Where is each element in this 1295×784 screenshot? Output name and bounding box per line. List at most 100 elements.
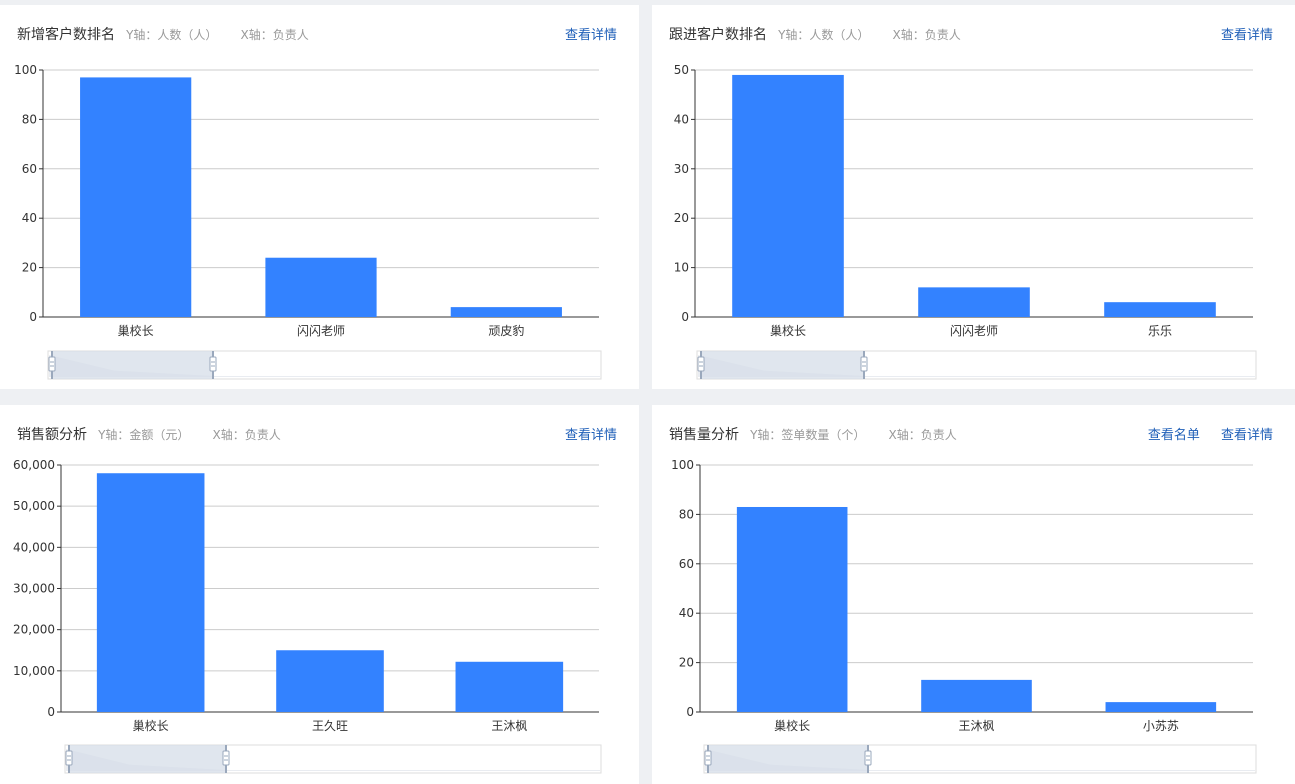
zoom-selected-range	[52, 351, 213, 379]
x-tick-label: 乐乐	[1148, 324, 1172, 338]
y-tick-label: 20	[679, 656, 694, 670]
y-tick-label: 0	[686, 705, 694, 719]
y-tick-label: 0	[29, 310, 37, 324]
zoom-handle-left[interactable]	[697, 351, 705, 379]
zoom-slider[interactable]	[703, 744, 1257, 774]
x-tick-label: 闪闪老师	[950, 324, 998, 338]
panel-header: 销售额分析 Y轴：金额（元） X轴：负责人	[17, 424, 281, 444]
zoom-handle-grip	[697, 356, 705, 372]
zoom-handle-left[interactable]	[65, 745, 73, 773]
y-tick-label: 10,000	[13, 664, 55, 678]
zoom-handle-right[interactable]	[864, 745, 872, 773]
zoom-handle-grip	[65, 750, 73, 766]
y-tick-label: 60,000	[13, 458, 55, 472]
x-tick-label: 巢校长	[770, 323, 806, 338]
y-axis-note: Y轴：人数（人）	[126, 28, 218, 42]
x-tick-label: 顽皮豹	[488, 323, 524, 338]
x-axis-note: X轴：负责人	[892, 28, 961, 42]
zoom-slider[interactable]	[64, 744, 602, 774]
y-tick-label: 20,000	[13, 623, 55, 637]
y-tick-label: 100	[671, 458, 694, 472]
panel-header: 跟进客户数排名 Y轴：人数（人） X轴：负责人	[669, 24, 961, 44]
zoom-handle-left[interactable]	[48, 351, 56, 379]
x-tick-label: 巢校长	[133, 718, 169, 733]
bar-chart: 0 10 20 30 40 50 巢校长 闪闪老师 乐乐	[674, 63, 1257, 380]
bar	[80, 77, 192, 317]
zoom-handle-right[interactable]	[222, 745, 230, 773]
panel-title: 销售额分析	[17, 427, 87, 443]
x-tick-label: 巢校长	[118, 323, 154, 338]
panel-title: 跟进客户数排名	[669, 27, 767, 43]
view-details-link[interactable]: 查看详情	[1220, 428, 1273, 443]
bar	[450, 307, 562, 317]
x-axis-note: X轴：负责人	[888, 428, 957, 442]
y-axis-note: Y轴：人数（人）	[778, 28, 870, 42]
x-tick-label: 王沐枫	[958, 718, 994, 733]
panel-actions: 查看详情	[549, 24, 617, 43]
chart-panel-sales-amount: 销售额分析 Y轴：金额（元） X轴：负责人 查看详情 0 10,000 20,000…	[0, 405, 639, 784]
chart-panel-sales-volume: 销售量分析 Y轴：签单数量（个） X轴：负责人 查看名单 查看详情 0 20 40 6…	[652, 405, 1295, 784]
y-tick-label: 30,000	[13, 582, 55, 596]
zoom-handle-left[interactable]	[704, 745, 712, 773]
view-details-link[interactable]: 查看详情	[564, 28, 617, 43]
bar-chart: 0 20 40 60 80 100 巢校长 王沐枫 小苏苏	[671, 458, 1257, 774]
bar	[276, 650, 384, 712]
y-axis-note: Y轴：金额（元）	[98, 428, 190, 442]
bar	[265, 257, 377, 317]
chart-panel-new-customers: 新增客户数排名 Y轴：人数（人） X轴：负责人 查看详情 0 20 40 60 80 10…	[0, 5, 639, 389]
bar	[96, 473, 205, 712]
zoom-handle-grip	[704, 750, 712, 766]
chart-panel-followed-customers: 跟进客户数排名 Y轴：人数（人） X轴：负责人 查看详情 0 10 20 30 40 50…	[652, 5, 1295, 389]
y-tick-label: 10	[674, 261, 689, 275]
y-tick-label: 80	[22, 112, 37, 126]
y-tick-label: 0	[681, 310, 689, 324]
x-tick-label: 闪闪老师	[297, 324, 345, 338]
y-tick-label: 20	[22, 261, 37, 275]
zoom-handle-grip	[860, 356, 868, 372]
y-tick-label: 20	[674, 211, 689, 225]
panel-header: 销售量分析 Y轴：签单数量（个） X轴：负责人	[669, 424, 957, 444]
zoom-handle-grip	[209, 356, 217, 372]
y-tick-label: 50,000	[13, 499, 55, 513]
view-details-link[interactable]: 查看详情	[564, 428, 617, 443]
view-list-link[interactable]: 查看名单	[1147, 428, 1200, 443]
bar	[921, 679, 1032, 712]
zoom-selected-range	[69, 745, 226, 773]
y-axis-note: Y轴：签单数量（个）	[750, 428, 866, 442]
y-tick-label: 0	[47, 705, 55, 719]
zoom-handle-grip	[864, 750, 872, 766]
panel-header: 新增客户数排名 Y轴：人数（人） X轴：负责人	[17, 24, 309, 44]
panel-title: 新增客户数排名	[17, 27, 115, 43]
x-tick-label: 王沐枫	[491, 718, 527, 733]
bar	[736, 506, 848, 712]
zoom-selected-range	[708, 745, 868, 773]
panel-actions: 查看名单 查看详情	[1132, 424, 1273, 443]
panel-title: 销售量分析	[669, 427, 739, 443]
y-tick-label: 100	[14, 63, 37, 77]
zoom-slider[interactable]	[47, 350, 602, 380]
zoom-selected-range	[701, 351, 864, 379]
y-tick-label: 50	[674, 63, 689, 77]
y-tick-label: 60	[679, 557, 694, 571]
zoom-slider[interactable]	[696, 350, 1257, 380]
bar-chart: 0 10,000 20,000 30,000 40,000 50,000 60,000 巢校长…	[13, 458, 602, 774]
x-tick-label: 小苏苏	[1143, 719, 1179, 733]
bar	[1104, 302, 1216, 317]
bar	[918, 287, 1030, 317]
zoom-handle-right[interactable]	[209, 351, 217, 379]
y-tick-label: 30	[674, 162, 689, 176]
zoom-handle-right[interactable]	[860, 351, 868, 379]
view-details-link[interactable]: 查看详情	[1220, 28, 1273, 43]
zoom-handle-grip	[222, 750, 230, 766]
bar-chart: 0 20 40 60 80 100 巢校长 闪闪老师 顽皮豹	[14, 63, 602, 380]
y-tick-label: 40,000	[13, 540, 55, 554]
x-axis-note: X轴：负责人	[212, 428, 281, 442]
y-tick-label: 40	[679, 606, 694, 620]
panel-actions: 查看详情	[1205, 24, 1273, 43]
y-tick-label: 80	[679, 507, 694, 521]
y-tick-label: 60	[22, 162, 37, 176]
bar	[732, 74, 844, 317]
panel-actions: 查看详情	[549, 424, 617, 443]
zoom-handle-grip	[48, 356, 56, 372]
x-tick-label: 王久旺	[312, 719, 348, 733]
